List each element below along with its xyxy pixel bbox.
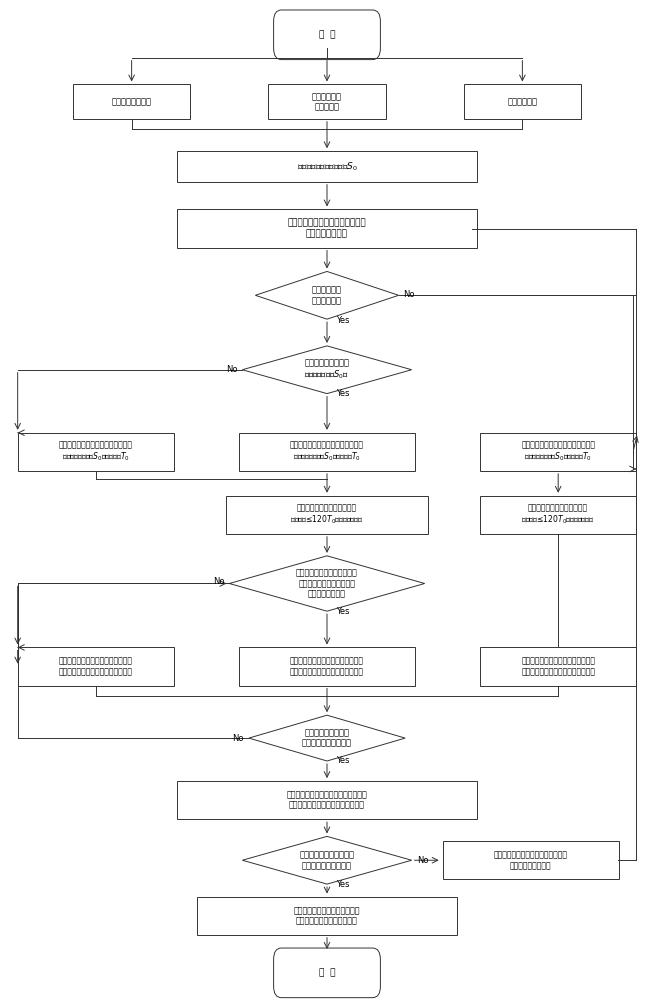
Bar xyxy=(177,209,477,248)
Text: Yes: Yes xyxy=(336,316,350,325)
Text: 开  始: 开 始 xyxy=(318,30,336,39)
Text: 造成的交通拥堵是否
在各选救援路径$S_0$上: 造成的交通拥堵是否 在各选救援路径$S_0$上 xyxy=(304,358,350,381)
Polygon shape xyxy=(255,271,399,319)
Text: 所有备选救援路径的
通行时间是否都已确定: 所有备选救援路径的 通行时间是否都已确定 xyxy=(302,728,352,748)
Text: 扩大搜索范围，搜索所有满足
通行时间≤120$T_0$的备选救援路径: 扩大搜索范围，搜索所有满足 通行时间≤120$T_0$的备选救援路径 xyxy=(521,503,595,526)
Polygon shape xyxy=(249,715,405,761)
Text: 根据有拥堵影响的通行时间确定方法
确定备选救援路径$S_0$的通行时间$T_0$: 根据有拥堵影响的通行时间确定方法 确定备选救援路径$S_0$的通行时间$T_0$ xyxy=(290,440,364,463)
Bar xyxy=(18,433,174,471)
Text: Yes: Yes xyxy=(336,389,350,398)
Bar xyxy=(226,496,428,534)
Text: No: No xyxy=(232,734,244,743)
Text: No: No xyxy=(213,577,225,586)
Bar xyxy=(480,647,636,686)
Text: 扩大搜索范围，搜索所有满足
通行时间≤120$T_0$的备选救援路径: 扩大搜索范围，搜索所有满足 通行时间≤120$T_0$的备选救援路径 xyxy=(290,503,364,526)
Text: 生成出救点集合中每个出救点的
救援路径及其提供的应急资源: 生成出救点集合中每个出救点的 救援路径及其提供的应急资源 xyxy=(294,906,360,925)
Bar xyxy=(443,841,619,879)
Text: 确定初始的备选救援路径$S_0$: 确定初始的备选救援路径$S_0$ xyxy=(296,160,358,173)
Text: 根据无拥堵影响的通行时间确定方法
确定备选救援路径$S_0$的通行时间$T_0$: 根据无拥堵影响的通行时间确定方法 确定备选救援路径$S_0$的通行时间$T_0$ xyxy=(59,440,133,463)
Bar xyxy=(177,781,477,819)
Text: 根据无拥堵影响的通行时间确定方法
确定无影响的备选救援路径通行时间: 根据无拥堵影响的通行时间确定方法 确定无影响的备选救援路径通行时间 xyxy=(59,657,133,676)
Text: No: No xyxy=(226,365,237,374)
Text: 根据有拥堵影响的通行时间确定方法
确定受影响的备选救援路径通行时间: 根据有拥堵影响的通行时间确定方法 确定受影响的备选救援路径通行时间 xyxy=(290,657,364,676)
Text: Yes: Yes xyxy=(336,607,350,616)
Bar xyxy=(197,897,457,935)
Bar xyxy=(480,496,636,534)
Polygon shape xyxy=(243,836,411,884)
FancyBboxPatch shape xyxy=(273,10,381,60)
Text: 确定事故现场受影响的交通流方向
及其实际通行能力: 确定事故现场受影响的交通流方向 及其实际通行能力 xyxy=(288,219,366,238)
Text: 根据无拥堵影响的通行时间确定方法
确定备选救援路径$S_0$的通行时间$T_0$: 根据无拥堵影响的通行时间确定方法 确定备选救援路径$S_0$的通行时间$T_0$ xyxy=(521,440,595,463)
Bar xyxy=(73,84,190,119)
Text: 根据最短通行时间，确定救援路径，将
其对应的各选出救点纳入出救点集合: 根据最短通行时间，确定救援路径，将 其对应的各选出救点纳入出救点集合 xyxy=(286,790,368,810)
Text: Yes: Yes xyxy=(336,756,350,765)
Text: 根据无拥堵影响的通行时间确定方法
确定每一条备选救援路径的通行时间: 根据无拥堵影响的通行时间确定方法 确定每一条备选救援路径的通行时间 xyxy=(521,657,595,676)
Text: 采集路网信息: 采集路网信息 xyxy=(508,97,538,106)
Bar xyxy=(464,84,581,119)
Text: 采集周边应急
出救点信息: 采集周边应急 出救点信息 xyxy=(312,92,342,111)
Polygon shape xyxy=(230,556,424,611)
FancyBboxPatch shape xyxy=(273,948,381,998)
Text: 采集事故现场信息: 采集事故现场信息 xyxy=(112,97,152,106)
Bar xyxy=(480,433,636,471)
Bar xyxy=(239,433,415,471)
Text: No: No xyxy=(404,290,415,299)
Text: Yes: Yes xyxy=(336,880,350,889)
Text: 开  始: 开 始 xyxy=(318,968,336,977)
Bar xyxy=(239,647,415,686)
Bar xyxy=(268,84,386,119)
Text: 判断出救点集合中的储备
资源是否满足救援需求: 判断出救点集合中的储备 资源是否满足救援需求 xyxy=(300,851,354,870)
Bar xyxy=(177,151,477,182)
Text: No: No xyxy=(417,856,428,865)
Bar xyxy=(18,647,174,686)
Text: 任意选取一条备选救援路径，
判断造成的交通拥堵是否在
该备选救援路径上: 任意选取一条备选救援路径， 判断造成的交通拥堵是否在 该备选救援路径上 xyxy=(296,569,358,598)
Text: 将出救点集合内出救点信息从周边应
急出救点信息中删除: 将出救点集合内出救点信息从周边应 急出救点信息中删除 xyxy=(494,851,568,870)
Polygon shape xyxy=(243,346,411,394)
Text: 事故现场是否
造成交通拥堵: 事故现场是否 造成交通拥堵 xyxy=(312,286,342,305)
